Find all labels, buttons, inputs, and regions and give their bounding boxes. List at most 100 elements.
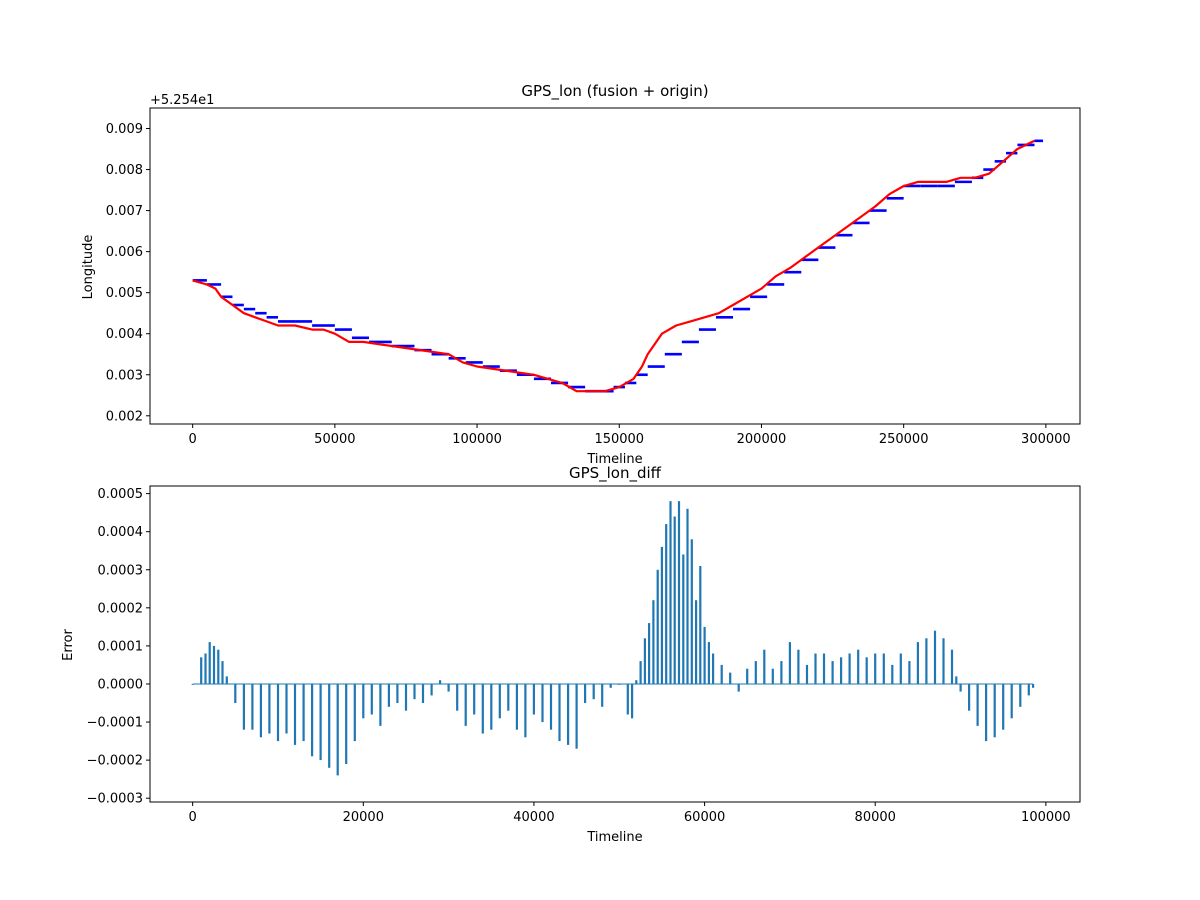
error-bar [729, 672, 732, 684]
y-tick-label: 0.0002 [98, 601, 144, 616]
error-bar [362, 684, 365, 719]
error-bar [319, 684, 322, 761]
error-bar [814, 653, 817, 684]
y-tick-label: 0.0000 [98, 677, 144, 692]
error-bar [234, 684, 237, 703]
y-tick-label: 0.006 [106, 245, 143, 260]
y-tick-label: −0.0003 [87, 792, 143, 807]
error-bar [481, 684, 484, 734]
error-bar [822, 653, 826, 684]
error-bar [955, 676, 958, 684]
error-bar [1002, 684, 1005, 730]
error-bar [660, 546, 663, 684]
error-bar [874, 653, 877, 684]
error-bar [430, 684, 433, 696]
x-tick-label: 60000 [684, 810, 725, 825]
y-axis-label: Longitude [81, 235, 96, 300]
error-bar [985, 684, 988, 742]
error-bar [891, 664, 894, 684]
error-bar [648, 623, 651, 684]
y-tick-label: 0.004 [106, 327, 143, 342]
error-bar [387, 684, 390, 707]
x-tick-label: 50000 [314, 432, 355, 447]
error-bar [1027, 684, 1030, 696]
error-bar [311, 684, 314, 757]
error-bar [285, 684, 288, 734]
error-bar [524, 684, 527, 738]
error-bar [831, 661, 834, 684]
error-bar [950, 649, 954, 684]
error-bar [379, 684, 382, 726]
error-bar [259, 684, 262, 738]
error-bar [677, 501, 681, 684]
x-tick-label: 100000 [452, 432, 502, 447]
error-bar [703, 626, 706, 684]
error-bar [507, 684, 510, 711]
y-tick-label: −0.0001 [87, 716, 143, 731]
error-bar [353, 684, 356, 742]
error-bar [690, 539, 693, 684]
gps-lon-plot: GPS_lon (fusion + origin) +5.254e1 Timel… [81, 82, 1081, 467]
error-bar [345, 684, 348, 764]
x-tick-label: 100000 [1021, 810, 1071, 825]
error-bar [601, 684, 604, 707]
error-bar [242, 684, 245, 730]
error-bar [682, 554, 685, 684]
y-tick-label: 0.009 [106, 122, 143, 137]
error-bar [942, 638, 945, 684]
error-bar [208, 642, 211, 684]
error-bar [712, 653, 715, 684]
error-bar [490, 684, 493, 730]
x-tick-label: 80000 [855, 810, 896, 825]
error-bar [686, 508, 689, 684]
plot-area [191, 501, 1035, 776]
error-bar [212, 645, 216, 684]
error-bar [575, 684, 578, 749]
error-bar [276, 684, 280, 742]
error-bar [268, 684, 271, 734]
axis-ticks: 0 20000 40000 60000 80000 100000 −0.0003 −0.000… [87, 487, 1071, 825]
error-bar [916, 642, 919, 684]
error-bar [515, 684, 518, 730]
fusion-line [192, 139, 1035, 393]
error-bar [656, 569, 659, 684]
error-bar [840, 657, 843, 684]
y-tick-label: 0.008 [106, 163, 143, 178]
error-bar [673, 516, 676, 684]
error-bar [473, 684, 476, 715]
axes-frame [149, 107, 1081, 425]
error-bar [780, 661, 783, 684]
error-bar [882, 653, 885, 684]
error-bar [498, 684, 501, 719]
error-bar [643, 638, 646, 684]
plot-area [192, 139, 1044, 393]
y-tick-label: 0.003 [106, 368, 143, 383]
x-tick-label: 150000 [594, 432, 644, 447]
x-axis-label: Timeline [586, 452, 642, 467]
error-bar [225, 676, 228, 684]
axes-frame [149, 485, 1081, 803]
error-bar [665, 524, 668, 684]
error-bar [959, 684, 962, 692]
y-tick-label: 0.0001 [98, 639, 144, 654]
error-bar [652, 600, 655, 684]
error-bar [447, 684, 450, 692]
error-bar [584, 684, 587, 703]
error-bar [899, 653, 902, 684]
axis-ticks: 0 50000 100000 150000 200000 250000 300000 0.00… [106, 122, 1071, 447]
error-bar [532, 684, 535, 715]
error-bar [993, 684, 996, 738]
y-offset-text: +5.254e1 [150, 93, 214, 108]
error-bar [541, 684, 544, 723]
error-bar [626, 684, 629, 715]
error-bar [336, 684, 339, 776]
error-bar [639, 661, 642, 684]
error-bar [404, 684, 408, 711]
x-tick-label: 250000 [879, 432, 929, 447]
error-bar [204, 653, 207, 684]
y-tick-label: 0.0003 [98, 563, 144, 578]
error-bar [328, 684, 331, 768]
x-axis-label: Timeline [586, 830, 642, 845]
error-bar [464, 684, 467, 726]
error-bar [421, 684, 425, 703]
